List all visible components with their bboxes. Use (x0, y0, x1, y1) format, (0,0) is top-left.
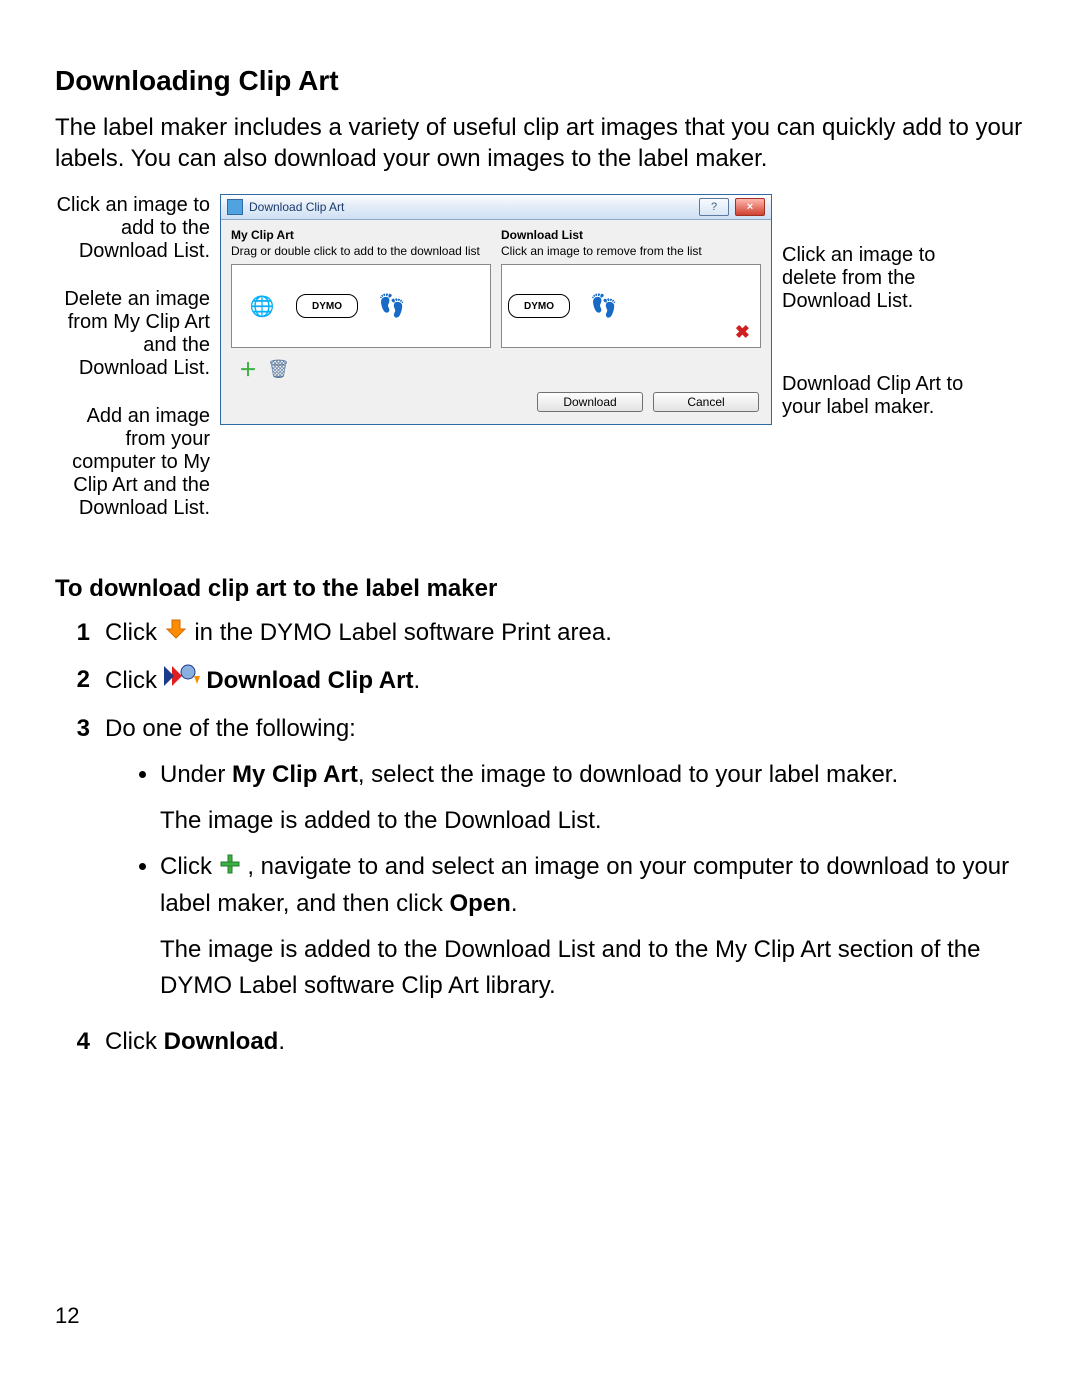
download-list-thumbs[interactable]: DYMO ✖ (501, 264, 761, 348)
download-list-subtitle: Click an image to remove from the list (501, 244, 761, 258)
download-button[interactable]: Download (537, 392, 643, 412)
bullet-2: Click , navigate to and select an image … (160, 849, 1025, 1004)
intro-paragraph: The label maker includes a variety of us… (55, 112, 1025, 174)
thumb-footprints-icon[interactable] (580, 282, 628, 330)
callout-add-from-computer: Add an image from your computer to My Cl… (55, 405, 210, 520)
procedure-steps: 1 Click in the DYMO Label software Print… (55, 615, 1025, 1059)
thumb-footprints-icon[interactable] (368, 282, 416, 330)
callout-add-to-list: Click an image to add to the Download Li… (55, 194, 210, 263)
close-button[interactable]: × (735, 198, 765, 216)
step-2-bold: Download Clip Art (206, 667, 413, 694)
download-clip-art-icon (164, 662, 200, 701)
my-clip-art-thumbs[interactable]: DYMO (231, 264, 491, 348)
thumb-globe-icon[interactable] (238, 282, 286, 330)
heading: Downloading Clip Art (55, 65, 1025, 97)
bullet-2-followup: The image is added to the Download List … (160, 932, 1025, 1004)
thumb-dymo-icon[interactable]: DYMO (296, 294, 358, 318)
bullet-1: Under My Clip Art, select the image to d… (160, 757, 1025, 839)
page-number: 12 (55, 1303, 79, 1329)
step-2-text-a: Click (105, 667, 164, 694)
callout-delete-from-download-list: Click an image to delete from the Downlo… (782, 244, 972, 313)
cancel-button[interactable]: Cancel (653, 392, 759, 412)
step-3: 3 Do one of the following: Under My Clip… (55, 711, 1025, 1014)
procedure-heading: To download clip art to the label maker (55, 575, 1025, 603)
left-callouts: Click an image to add to the Download Li… (55, 194, 210, 545)
right-callouts: Click an image to delete from the Downlo… (782, 194, 972, 479)
download-list-panel: Download List Click an image to remove f… (501, 228, 761, 348)
bullet-1-followup: The image is added to the Download List. (160, 803, 1025, 839)
download-list-title: Download List (501, 228, 761, 242)
step-1: 1 Click in the DYMO Label software Print… (55, 615, 1025, 652)
callout-delete-from-myclipart: Delete an image from My Clip Art and the… (55, 288, 210, 380)
plus-icon[interactable]: ＋ (239, 356, 257, 382)
print-area-icon (164, 616, 188, 652)
step-2: 2 Click Download Clip Art. (55, 662, 1025, 701)
help-button[interactable]: ? (699, 198, 729, 216)
thumb-dymo-icon[interactable]: DYMO (508, 294, 570, 318)
trash-icon[interactable]: 🗑 (267, 359, 290, 380)
step-4: 4 Click Download. (55, 1024, 1025, 1060)
step-1-text-b: in the DYMO Label software Print area. (194, 619, 612, 646)
step-3-bullets: Under My Clip Art, select the image to d… (105, 757, 1025, 1004)
download-clip-art-dialog: Download Clip Art ? × My Clip Art Drag o… (220, 194, 772, 425)
callout-download-to-labelmaker: Download Clip Art to your label maker. (782, 373, 972, 419)
dialog-title: Download Clip Art (249, 200, 693, 214)
step-3-text: Do one of the following: (105, 715, 356, 742)
step-1-text-a: Click (105, 619, 164, 646)
my-clip-art-title: My Clip Art (231, 228, 491, 242)
dialog-icon (227, 199, 243, 215)
my-clip-art-panel: My Clip Art Drag or double click to add … (231, 228, 491, 348)
annotated-diagram: Click an image to add to the Download Li… (55, 194, 1025, 545)
remove-x-icon[interactable]: ✖ (735, 322, 750, 343)
plus-icon (219, 850, 241, 886)
dialog-titlebar: Download Clip Art ? × (221, 195, 771, 220)
dialog-toolbar: ＋ 🗑 (221, 352, 771, 382)
my-clip-art-subtitle: Drag or double click to add to the downl… (231, 244, 491, 258)
